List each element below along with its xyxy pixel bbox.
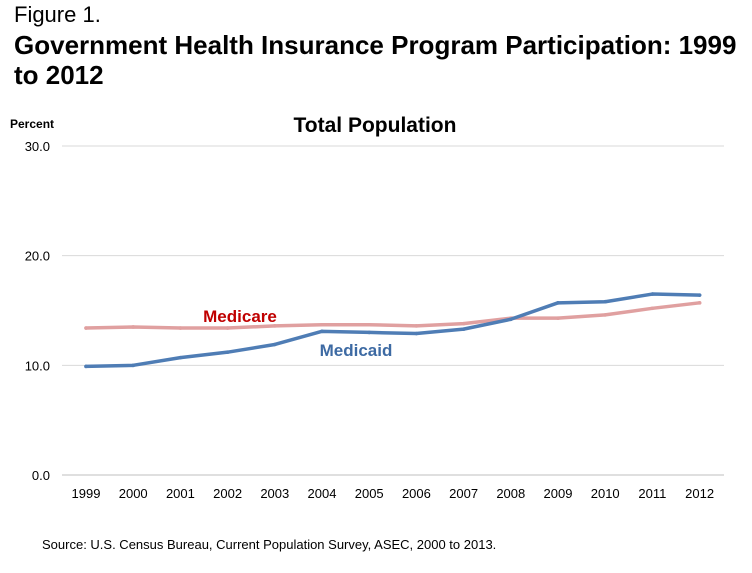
series-labels: Medicare Medicaid bbox=[203, 307, 392, 360]
data-point bbox=[320, 329, 324, 334]
x-tick-label: 2011 bbox=[638, 486, 666, 501]
data-point bbox=[84, 326, 88, 330]
y-tick-label: 10.0 bbox=[25, 358, 50, 373]
y-tick-label: 0.0 bbox=[32, 468, 50, 483]
y-tick-label: 20.0 bbox=[25, 249, 50, 264]
y-tick-label: 30.0 bbox=[25, 139, 50, 154]
x-tick-label: 2005 bbox=[355, 486, 384, 501]
x-tick-label: 2009 bbox=[544, 486, 573, 501]
source-note: Source: U.S. Census Bureau, Current Popu… bbox=[42, 537, 497, 552]
gridlines bbox=[62, 145, 724, 476]
data-point bbox=[320, 322, 324, 327]
data-point bbox=[225, 350, 230, 354]
data-point bbox=[367, 322, 372, 327]
series-lines bbox=[84, 292, 702, 369]
series-line-medicaid bbox=[84, 292, 702, 369]
series-line-medicare bbox=[84, 301, 702, 330]
data-point bbox=[414, 324, 419, 328]
data-point bbox=[697, 301, 702, 305]
series-label-medicare: Medicare bbox=[203, 307, 277, 326]
x-tick-label: 2008 bbox=[496, 486, 525, 501]
data-point bbox=[650, 306, 655, 311]
data-point bbox=[225, 326, 230, 330]
x-tick-label: 1999 bbox=[72, 486, 101, 501]
y-axis-label: Percent bbox=[10, 117, 55, 131]
data-point bbox=[461, 327, 466, 331]
data-point bbox=[367, 330, 372, 335]
data-point bbox=[84, 364, 88, 369]
data-point bbox=[650, 292, 655, 296]
x-tick-label: 2006 bbox=[402, 486, 431, 501]
x-tick-label: 2000 bbox=[119, 486, 148, 501]
x-tick-label: 2012 bbox=[685, 486, 714, 501]
chart-title: Total Population bbox=[294, 114, 457, 137]
x-tick-label: 2007 bbox=[449, 486, 478, 501]
figure-label: Figure 1. bbox=[14, 2, 101, 27]
data-point bbox=[273, 324, 277, 328]
data-point bbox=[509, 317, 513, 322]
data-point bbox=[178, 326, 183, 330]
data-point bbox=[131, 363, 135, 368]
x-tick-label: 2001 bbox=[166, 486, 195, 501]
series-label-medicaid: Medicaid bbox=[320, 341, 393, 360]
data-point bbox=[556, 301, 560, 305]
data-point bbox=[603, 313, 607, 317]
data-point bbox=[697, 293, 702, 297]
data-point bbox=[178, 355, 183, 360]
data-point bbox=[273, 342, 277, 347]
x-tick-label: 2003 bbox=[260, 486, 289, 501]
x-tick-label: 2002 bbox=[213, 486, 242, 501]
data-point bbox=[603, 299, 607, 304]
x-tick-label: 2010 bbox=[591, 486, 620, 501]
data-point bbox=[556, 316, 560, 320]
data-point bbox=[461, 321, 466, 326]
axis-labels: 0.0 10.0 20.0 30.0 1999 2000 2001 2002 2003 2004 2… bbox=[25, 139, 714, 501]
data-point bbox=[131, 325, 135, 329]
x-tick-label: 2004 bbox=[308, 486, 337, 501]
data-point bbox=[414, 331, 419, 336]
figure-title: Government Health Insurance Program Part… bbox=[14, 30, 737, 90]
